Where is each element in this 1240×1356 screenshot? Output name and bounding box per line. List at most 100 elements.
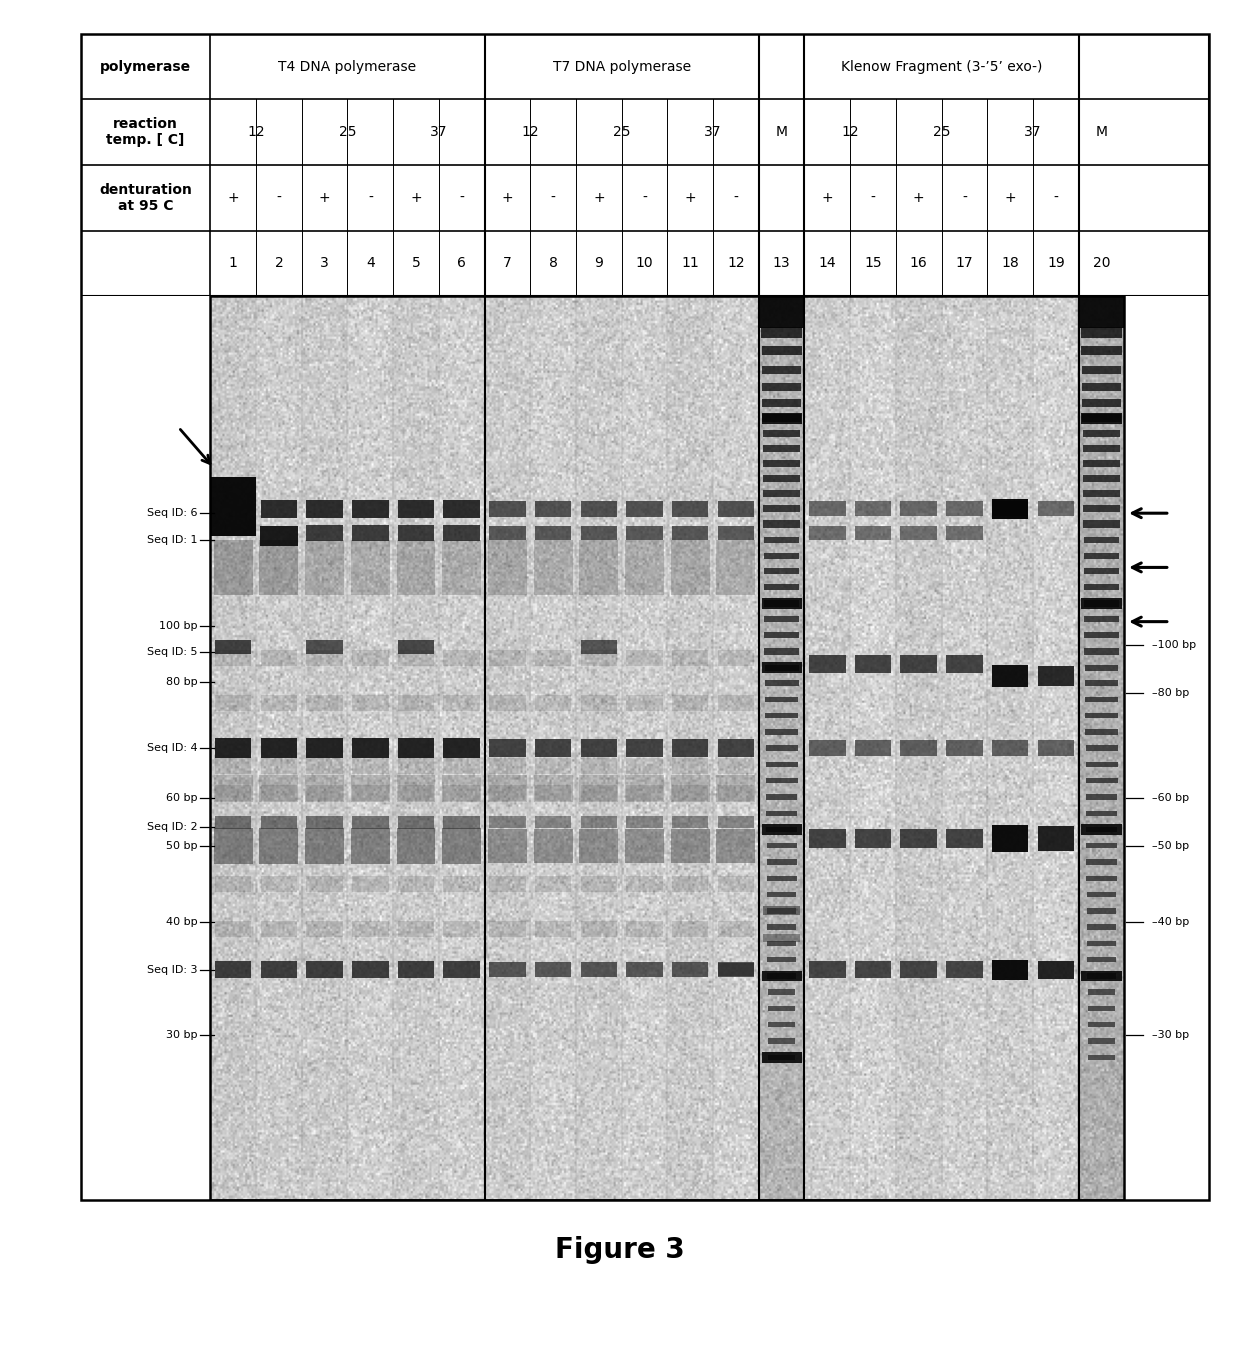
Bar	[533, 829, 573, 862]
Text: 16: 16	[910, 256, 928, 270]
Bar	[672, 526, 708, 540]
Bar	[580, 785, 618, 801]
Text: +: +	[227, 191, 239, 205]
Bar	[211, 297, 1125, 1200]
Bar	[534, 963, 572, 976]
Bar	[992, 824, 1028, 852]
Bar	[764, 906, 800, 915]
Bar	[580, 640, 618, 654]
Bar	[672, 963, 708, 976]
Bar	[808, 526, 846, 540]
Bar	[763, 460, 800, 466]
Bar	[761, 412, 802, 423]
Bar	[1081, 824, 1122, 835]
Bar	[352, 694, 388, 711]
Bar	[352, 921, 388, 937]
Bar	[1038, 740, 1074, 757]
Bar	[580, 758, 618, 774]
Text: 11: 11	[681, 256, 699, 270]
Bar	[1085, 664, 1118, 671]
Bar	[81, 34, 1209, 1200]
Bar	[444, 816, 480, 829]
Bar	[1084, 648, 1118, 655]
Bar	[352, 785, 388, 801]
Bar	[260, 758, 298, 774]
Bar	[626, 963, 663, 976]
Bar	[768, 925, 796, 930]
Bar	[215, 921, 252, 937]
Bar	[489, 921, 526, 937]
Bar	[489, 650, 526, 666]
Bar	[260, 876, 298, 892]
Bar	[626, 739, 663, 757]
Text: 19: 19	[1047, 256, 1065, 270]
Bar	[305, 776, 343, 803]
Text: 13: 13	[773, 256, 790, 270]
Bar	[305, 540, 343, 594]
Bar	[765, 746, 797, 751]
Bar	[1087, 1006, 1115, 1012]
Text: 10: 10	[636, 256, 653, 270]
Bar	[580, 816, 618, 829]
Bar	[1083, 460, 1120, 466]
Bar	[768, 892, 796, 898]
Bar	[444, 758, 480, 774]
Bar	[489, 540, 527, 594]
Bar	[259, 827, 299, 864]
Text: 18: 18	[1001, 256, 1019, 270]
Bar	[671, 829, 709, 862]
Bar	[489, 776, 527, 803]
Bar	[260, 694, 298, 711]
Bar	[580, 876, 618, 892]
Bar	[992, 499, 1028, 518]
Bar	[672, 876, 708, 892]
Bar	[398, 640, 434, 654]
Text: Seq ID: 1: Seq ID: 1	[148, 536, 197, 545]
Bar	[534, 758, 572, 774]
Text: 12: 12	[842, 125, 859, 140]
Bar	[306, 694, 343, 711]
Bar	[854, 526, 892, 540]
Bar	[1084, 504, 1120, 513]
Bar	[1086, 811, 1117, 816]
Bar	[761, 346, 802, 355]
Bar	[1083, 366, 1121, 374]
Bar	[854, 961, 892, 978]
Bar	[352, 758, 388, 774]
Bar	[765, 762, 797, 767]
Bar	[764, 616, 799, 622]
Bar	[306, 499, 343, 518]
Text: 8: 8	[548, 256, 558, 270]
Bar	[1084, 490, 1120, 496]
Text: 25: 25	[932, 125, 950, 140]
Text: +: +	[410, 191, 422, 205]
Bar	[533, 540, 573, 594]
Bar	[534, 650, 572, 666]
Bar	[768, 974, 796, 979]
Bar	[444, 921, 480, 937]
Text: 1: 1	[228, 256, 238, 270]
Text: +: +	[502, 191, 513, 205]
Bar	[761, 327, 802, 338]
Bar	[717, 540, 755, 594]
Bar	[1089, 1039, 1115, 1044]
Bar	[1083, 399, 1121, 407]
Text: –30 bp: –30 bp	[1152, 1029, 1189, 1040]
Bar	[1087, 892, 1116, 898]
Bar	[766, 860, 796, 865]
Bar	[1084, 632, 1118, 639]
Text: M: M	[775, 125, 787, 140]
Bar	[992, 664, 1028, 687]
Bar	[1085, 778, 1117, 784]
Bar	[626, 876, 663, 892]
Bar	[717, 776, 755, 803]
Text: 40 bp: 40 bp	[166, 917, 197, 926]
Bar	[718, 963, 754, 976]
Bar	[808, 502, 846, 515]
Bar	[672, 739, 708, 757]
Bar	[213, 827, 253, 864]
Text: -: -	[734, 191, 738, 205]
Bar	[1081, 346, 1122, 355]
Bar	[352, 738, 388, 758]
Bar	[763, 414, 801, 422]
